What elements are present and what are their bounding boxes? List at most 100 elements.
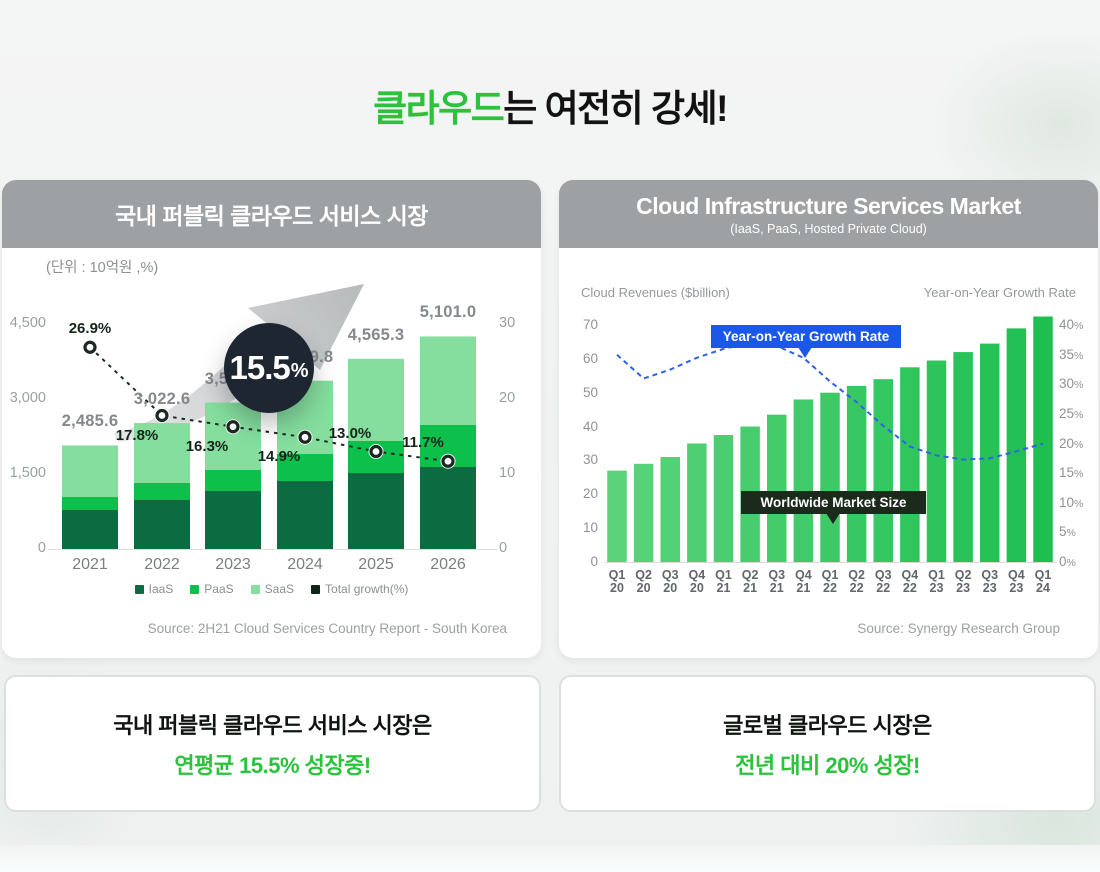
x-label-2026: 2026: [430, 556, 466, 573]
x-label-q4-22: Q4 22: [901, 568, 919, 595]
right-axis-tick: 15%: [1059, 465, 1084, 481]
revenue-bar-q3-23: [980, 343, 1000, 562]
revenue-bar-q4-20: [687, 443, 707, 562]
avg-growth-badge: 15.5 %: [224, 323, 314, 413]
total-growth-line: [89, 346, 449, 463]
avg-growth-value: 15.5: [229, 349, 290, 386]
total-label-2021: 2,485.6: [61, 412, 119, 431]
growth-rate-callout-pointer-icon: [798, 347, 812, 358]
korea-card-header: 국내 퍼블릭 클라우드 서비스 시장: [2, 180, 541, 248]
x-label-q3-21: Q3 21: [768, 568, 786, 595]
korea-card-title: 국내 퍼블릭 클라우드 서비스 시장: [115, 203, 428, 229]
legend-item-iaas: IaaS: [134, 582, 174, 596]
global-chart-source: Source: Synergy Research Group: [857, 621, 1060, 636]
right-axis-tick: 0: [499, 540, 508, 556]
revenue-bar-q1-22: [820, 392, 840, 562]
legend-label: PaaS: [204, 582, 234, 596]
left-axis-tick: 70: [582, 316, 598, 332]
total-label-2025: 4,565.3: [347, 325, 405, 344]
page-title: 클라우드는 여전히 강세!: [0, 88, 1100, 130]
global-summary-box: 글로벌 클라우드 시장은 전년 대비 20% 성장!: [559, 675, 1096, 812]
total-label-2026: 5,101.0: [419, 303, 477, 322]
iaas-swatch-icon: [134, 584, 144, 594]
saas-swatch-icon: [250, 584, 260, 594]
korea-summary-box: 국내 퍼블릭 클라우드 서비스 시장은 연평균 15.5% 성장중!: [4, 675, 541, 812]
global-summary-line1: 글로벌 클라우드 시장은: [723, 712, 932, 738]
x-label-q2-20: Q2 20: [635, 568, 652, 595]
global-card-title: Cloud Infrastructure Services Market: [636, 192, 1021, 219]
legend-item-saas: SaaS: [250, 582, 294, 596]
global-market-chart: [605, 316, 1057, 563]
legend-item-total-growth-: Total growth(%): [311, 582, 408, 596]
revenue-bar-q4-22: [900, 367, 920, 562]
bar-2024-paas: [277, 454, 333, 481]
legend-label: IaaS: [148, 582, 174, 596]
revenue-bar-q4-21: [793, 399, 814, 562]
bar-2023-paas: [205, 470, 261, 491]
right-axis-tick: 40%: [1059, 317, 1084, 333]
legend-item-paas: PaaS: [190, 582, 234, 596]
left-axis-tick: 30: [582, 452, 598, 468]
korea-chart-source: Source: 2H21 Cloud Services Country Repo…: [147, 621, 507, 636]
x-label-q3-22: Q3 22: [874, 568, 892, 595]
growth-point-2026: [441, 454, 455, 468]
revenue-bar-q1-21: [713, 435, 734, 562]
revenue-bar-q4-23: [1006, 328, 1027, 562]
left-axis-tick: 4,500: [9, 315, 46, 331]
revenue-bar-q1-23: [926, 360, 947, 562]
bar-2025-saas: [348, 358, 404, 441]
x-label-2022: 2022: [144, 556, 180, 573]
right-axis-tick: 30%: [1059, 376, 1084, 392]
bar-2022-iaas: [134, 500, 190, 549]
right-axis-tick: 20%: [1059, 435, 1084, 451]
growth-label-2024: 14.9%: [257, 448, 301, 466]
total-label-2022: 3,022.6: [133, 390, 191, 409]
bar-2023-iaas: [205, 491, 261, 549]
left-axis-title: Cloud Revenues ($billion): [581, 285, 730, 300]
right-axis-tick: 5%: [1059, 524, 1076, 540]
revenue-bar-q2-23: [953, 352, 973, 562]
right-axis-tick: 35%: [1059, 346, 1084, 362]
unit-note: (단위 : 10억원 ,%): [46, 260, 159, 276]
right-axis-tick: 0%: [1059, 554, 1076, 569]
growth-label-2022: 17.8%: [115, 426, 159, 444]
yoy-growth-line: [616, 341, 1044, 461]
right-axis-title: Year-on-Year Growth Rate: [923, 285, 1076, 300]
left-axis-tick: 3,000: [9, 390, 46, 406]
total-growth--swatch-icon: [311, 584, 321, 594]
x-label-2021: 2021: [72, 556, 108, 573]
growth-point-2024: [298, 430, 312, 444]
revenue-bar-q2-20: [633, 463, 654, 562]
bar-2021-saas: [62, 445, 118, 497]
left-axis-tick: 60: [582, 350, 598, 366]
legend: IaaS PaaS SaaS Total growth(%): [2, 582, 541, 596]
bar-2023-saas: [205, 402, 261, 470]
growth-label-2023: 16.3%: [185, 437, 229, 455]
page-title-highlight: 클라우드: [373, 88, 505, 129]
revenue-bar-q1-24: [1033, 316, 1053, 562]
x-label-q2-23: Q2 23: [954, 568, 972, 595]
right-axis-tick: 10: [499, 465, 516, 481]
global-market-card: Cloud Infrastructure Services Market (Ia…: [559, 180, 1098, 658]
korea-summary-line2: 연평균 15.5% 성장중!: [174, 752, 371, 778]
growth-point-2025: [369, 444, 383, 459]
market-size-callout: Worldwide Market Size: [741, 491, 926, 514]
right-axis-tick: 10%: [1059, 494, 1084, 510]
left-axis-tick: 0: [590, 554, 598, 569]
x-label-2024: 2024: [287, 556, 323, 573]
bar-2021-iaas: [62, 510, 118, 549]
legend-label: Total growth(%): [325, 582, 409, 596]
revenue-bar-q3-20: [660, 457, 680, 562]
growth-rate-callout: Year-on-Year Growth Rate: [711, 325, 901, 348]
footer-band: [0, 845, 1100, 872]
revenue-bar-q3-22: [873, 379, 893, 562]
x-label-q4-20: Q4 20: [688, 568, 706, 595]
growth-point-2023: [226, 420, 240, 434]
growth-point-2022: [155, 408, 169, 423]
x-label-q3-23: Q3 23: [981, 568, 999, 595]
x-label-q4-23: Q4 23: [1008, 568, 1025, 595]
right-axis-tick: 30: [499, 315, 516, 331]
revenue-bar-q2-22: [846, 385, 867, 562]
x-label-q1-21: Q1 21: [715, 568, 732, 595]
